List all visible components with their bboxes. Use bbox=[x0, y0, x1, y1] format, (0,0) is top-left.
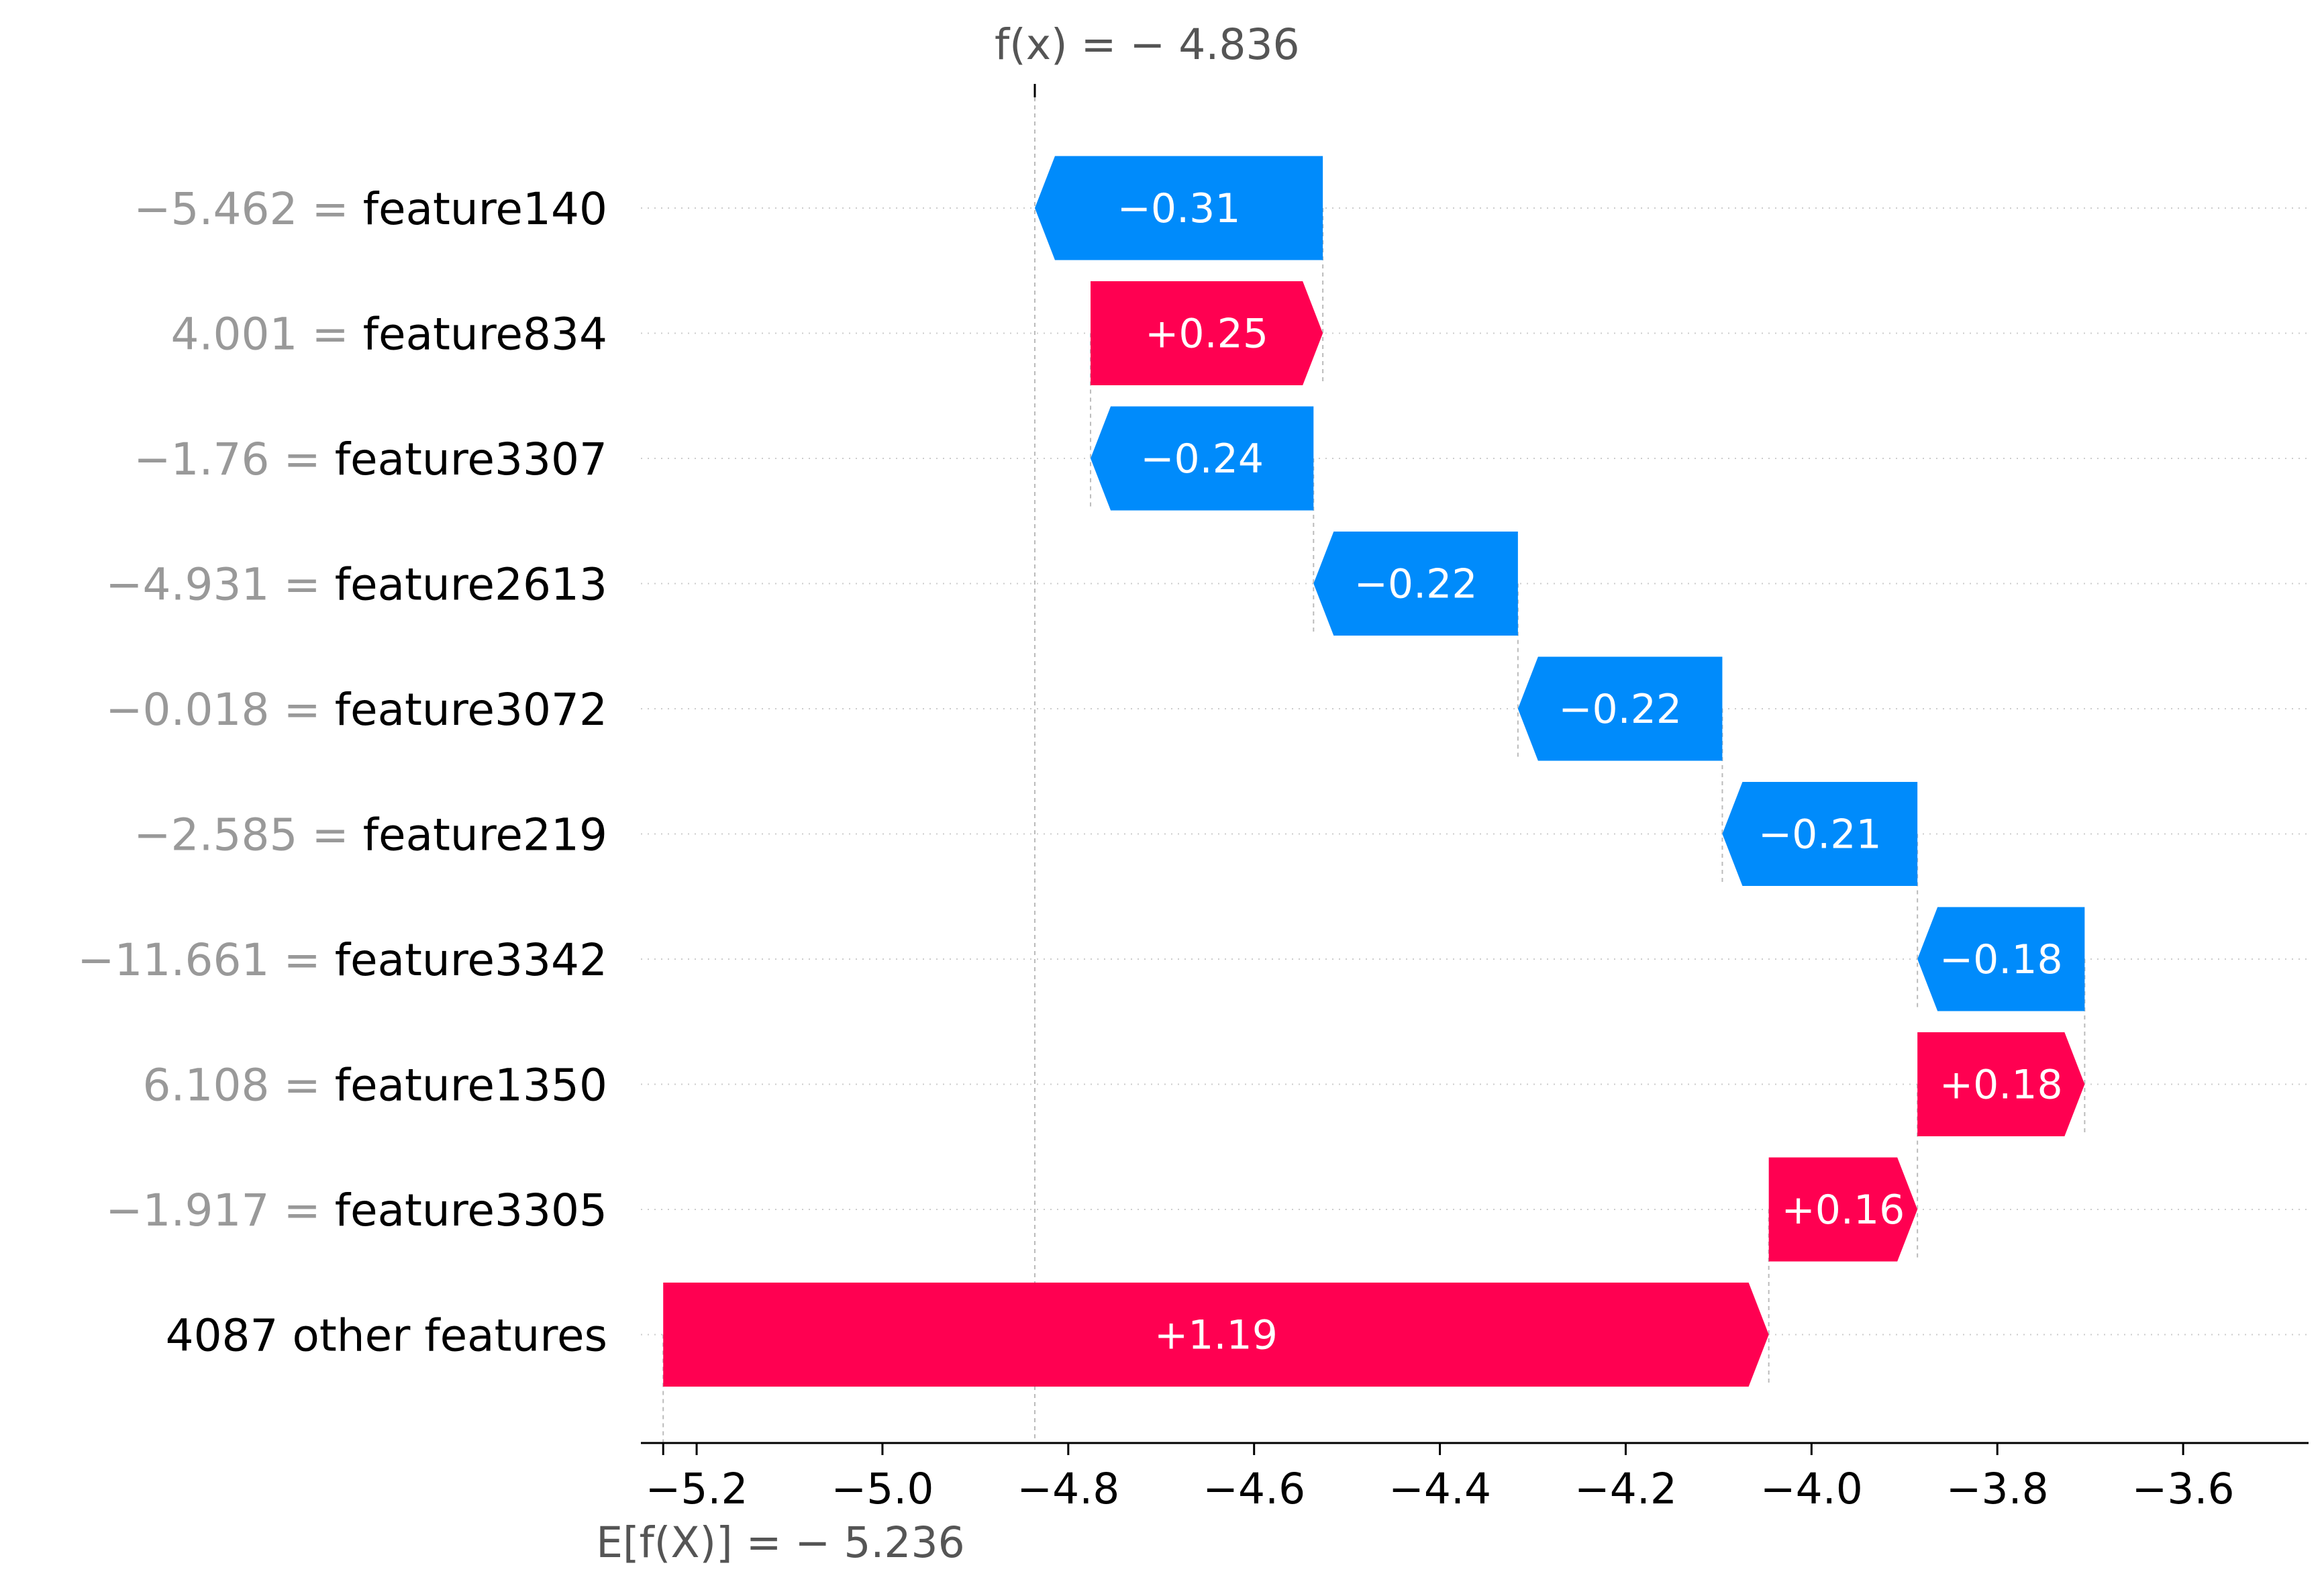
bar-value-label: +0.16 bbox=[1781, 1187, 1905, 1234]
feature-name: feature3072 bbox=[335, 684, 607, 736]
equals-sign: = bbox=[269, 1059, 334, 1111]
waterfall-bar bbox=[663, 1283, 1769, 1387]
x-axis: −5.2 −5.0 −4.8 −4.6 −4.4 −4.2 −4.0 −3.8 −3.6 bbox=[641, 1442, 2309, 1513]
x-tick-label: −5.2 bbox=[646, 1464, 748, 1513]
bar-value-label: +0.18 bbox=[1939, 1062, 2063, 1109]
x-tick-label: −4.4 bbox=[1388, 1464, 1491, 1513]
waterfall-bar bbox=[1768, 1157, 1918, 1262]
equals-sign: = bbox=[269, 434, 334, 485]
feature-row-label: 6.108 = feature1350 bbox=[143, 1059, 607, 1111]
equals-sign: = bbox=[297, 809, 362, 860]
equals-sign: = bbox=[269, 558, 334, 610]
bar-value-label: −0.22 bbox=[1354, 561, 1478, 608]
x-tick-label: −4.0 bbox=[1760, 1464, 1863, 1513]
waterfall-bar bbox=[1917, 907, 2085, 1011]
waterfall-bar bbox=[1091, 406, 1314, 511]
feature-value: −11.661 bbox=[77, 934, 269, 986]
bar-layer: −0.31 +0.25 −0.24 −0.22 −0.22 −0.21 −0.18 +0.18… bbox=[663, 156, 2085, 1387]
x-tick-label: −5.0 bbox=[831, 1464, 933, 1513]
bar-value-label: −0.22 bbox=[1558, 686, 1682, 733]
waterfall-bar bbox=[1517, 656, 1723, 761]
feature-name: feature2613 bbox=[335, 558, 607, 610]
waterfall-bar bbox=[1917, 1032, 2085, 1136]
bar-value-label: +1.19 bbox=[1154, 1312, 1278, 1359]
feature-name: feature219 bbox=[363, 809, 607, 860]
x-tick-label: −4.6 bbox=[1203, 1464, 1305, 1513]
feature-row-label: −11.661 = feature3342 bbox=[77, 934, 607, 986]
equals-sign: = bbox=[269, 1185, 334, 1236]
waterfall-bar bbox=[1722, 782, 1918, 886]
feature-value: −0.018 bbox=[105, 684, 269, 736]
bar-value-label: −0.18 bbox=[1939, 936, 2063, 983]
x-tick-label: −3.6 bbox=[2132, 1464, 2235, 1513]
feature-name: feature140 bbox=[363, 183, 607, 235]
feature-name: feature3342 bbox=[335, 934, 607, 986]
feature-row-label: −2.585 = feature219 bbox=[134, 809, 607, 860]
bar-value-label: −0.21 bbox=[1758, 811, 1882, 858]
feature-value: −1.917 bbox=[105, 1185, 269, 1236]
feature-value: 4.001 bbox=[171, 308, 298, 360]
label-layer: −5.462 = feature140 4.001 = feature834 −1.… bbox=[77, 183, 607, 1362]
waterfall-bar bbox=[1091, 281, 1323, 385]
x-tick-label: −3.8 bbox=[1946, 1464, 2049, 1513]
feature-row-label: −0.018 = feature3072 bbox=[105, 684, 607, 736]
equals-sign: = bbox=[297, 183, 362, 235]
feature-row-label: −1.76 = feature3307 bbox=[134, 434, 607, 485]
feature-value: −5.462 bbox=[134, 183, 297, 235]
feature-name: feature3307 bbox=[335, 434, 607, 485]
feature-row-label: 4087 other features bbox=[166, 1309, 607, 1361]
feature-row-label: −5.462 = feature140 bbox=[134, 183, 607, 235]
feature-name: feature1350 bbox=[335, 1059, 607, 1111]
grid-layer bbox=[641, 207, 2309, 1336]
feature-name: feature834 bbox=[363, 308, 607, 360]
x-tick-label: −4.2 bbox=[1574, 1464, 1677, 1513]
feature-row-label: −4.931 = feature2613 bbox=[105, 558, 607, 610]
waterfall-bar bbox=[1313, 532, 1518, 636]
equals-sign: = bbox=[269, 934, 334, 986]
equals-sign: = bbox=[297, 308, 362, 360]
feature-value: −2.585 bbox=[134, 809, 297, 860]
feature-name: feature3305 bbox=[335, 1185, 607, 1236]
feature-row-label: −1.917 = feature3305 bbox=[105, 1185, 607, 1236]
feature-row-label: 4.001 = feature834 bbox=[171, 308, 607, 360]
bar-value-label: −0.31 bbox=[1117, 185, 1241, 232]
fx-label: f(x) = − 4.836 bbox=[995, 20, 1300, 69]
feature-value: 6.108 bbox=[143, 1059, 270, 1111]
bar-value-label: +0.25 bbox=[1145, 311, 1268, 358]
connector-layer bbox=[662, 84, 2086, 1443]
waterfall-bar bbox=[1034, 156, 1323, 260]
feature-value: −4.931 bbox=[105, 558, 269, 610]
expected-value-label: E[f(X)] = − 5.236 bbox=[596, 1518, 964, 1567]
feature-value: −1.76 bbox=[134, 434, 269, 485]
feature-name: 4087 other features bbox=[166, 1309, 607, 1361]
bar-value-label: −0.24 bbox=[1140, 436, 1264, 483]
x-tick-label: −4.8 bbox=[1017, 1464, 1119, 1513]
equals-sign: = bbox=[269, 684, 334, 736]
